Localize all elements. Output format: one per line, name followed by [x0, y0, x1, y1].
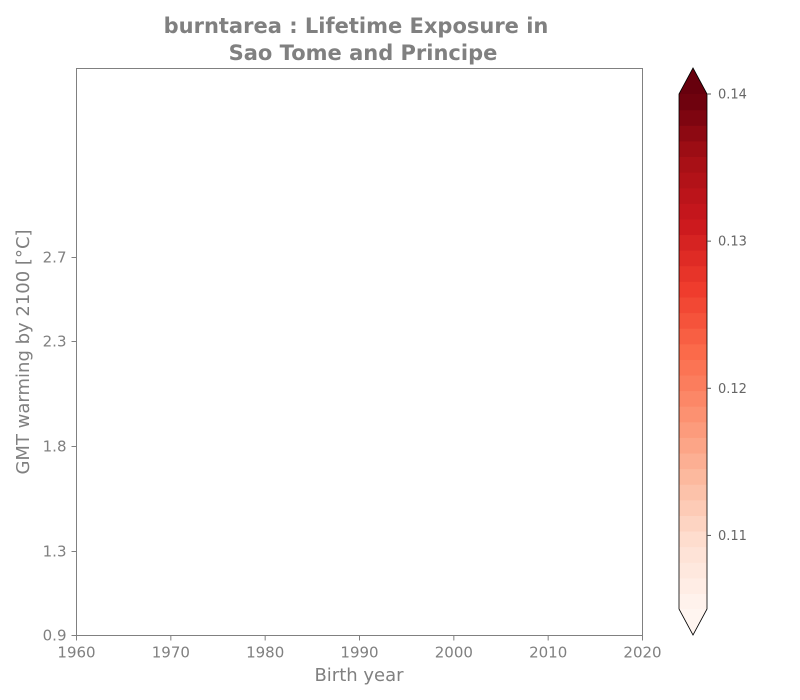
colorbar-level: [679, 234, 707, 251]
x-axis-label: Birth year: [314, 665, 404, 686]
colorbar-level: [679, 140, 707, 158]
x-axis: 1960 1970 1980 1990 2000 2010 2020: [57, 635, 662, 662]
colorbar-level: [679, 499, 707, 516]
colorbar-level: [679, 328, 707, 345]
colorbar-level: [679, 406, 707, 423]
colorbar-level: [679, 312, 707, 329]
colorbar-level: [679, 343, 707, 360]
colorbar-level: [679, 484, 707, 501]
colorbar-level: [679, 374, 707, 392]
colorbar-level: [679, 468, 707, 485]
colorbar-level: [679, 530, 707, 548]
x-tick-label: 1980: [246, 644, 284, 662]
y-tick-label: 2.3: [43, 333, 67, 351]
colorbar-level: [679, 562, 707, 579]
colorbar-level: [679, 452, 707, 470]
colorbar-level: [679, 156, 707, 173]
y-axis-label: GMT warming by 2100 [°C]: [13, 229, 34, 474]
x-tick-label: 2010: [529, 644, 567, 662]
colorbar-level: [679, 203, 707, 220]
x-tick-label: 2000: [435, 644, 473, 662]
y-axis: 0.9 1.3 1.8 2.3 2.7: [43, 249, 77, 645]
colorbar-level: [679, 187, 707, 204]
x-tick-label: 2020: [623, 644, 661, 662]
colorbar-level: [679, 125, 707, 142]
colorbar-level: [679, 94, 707, 111]
x-tick-label: 1990: [340, 644, 378, 662]
x-tick-label: 1970: [152, 644, 190, 662]
x-tick-label: 1960: [57, 644, 95, 662]
colorbar-tick-label: 0.12: [718, 382, 747, 397]
colorbar-tick-label: 0.14: [718, 88, 747, 103]
colorbar-level: [679, 577, 707, 594]
colorbar-level: [679, 421, 707, 438]
colorbar-level: [679, 390, 707, 407]
colorbar-level: [679, 359, 707, 376]
y-tick-label: 0.9: [43, 627, 67, 645]
colorbar-level: [679, 437, 707, 454]
colorbar-level: [679, 296, 707, 314]
colorbar-extend-low: [679, 609, 707, 635]
chart-title-line-2: Sao Tome and Principe: [229, 41, 498, 65]
colorbar-level: [679, 515, 707, 532]
colorbar-level: [679, 281, 707, 298]
colorbar-extend-high: [679, 68, 707, 94]
chart-title-line-1: burntarea : Lifetime Exposure in: [164, 14, 549, 38]
colorbar: 0.11 0.12 0.13 0.14: [678, 67, 747, 636]
colorbar-level: [679, 250, 707, 267]
colorbar-tick-label: 0.13: [718, 235, 747, 250]
plot-area: [76, 68, 643, 636]
colorbar-tick-label: 0.11: [718, 529, 747, 544]
y-tick-label: 1.3: [43, 543, 67, 561]
colorbar-level: [679, 546, 707, 563]
colorbar-level: [679, 265, 707, 282]
colorbar-level: [679, 593, 707, 610]
colorbar-level: [679, 109, 707, 126]
y-tick-label: 1.8: [43, 438, 67, 456]
y-tick-label: 2.7: [43, 249, 67, 267]
colorbar-level: [679, 172, 707, 189]
colorbar-level: [679, 218, 707, 236]
